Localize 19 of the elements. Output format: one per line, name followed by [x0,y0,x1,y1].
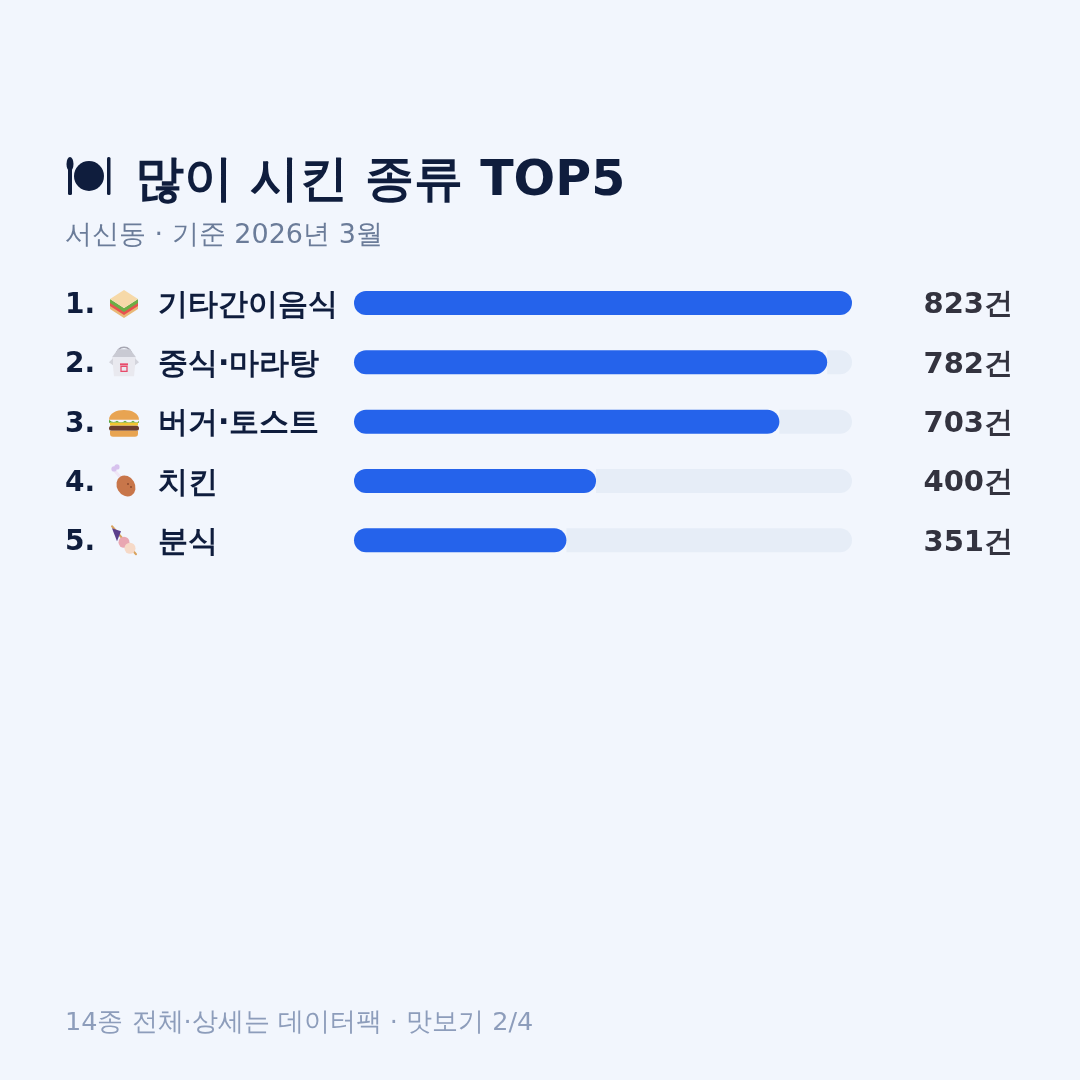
text: 1. [65,287,96,321]
data-label: 782건 [923,345,1013,380]
chart-title: 많이 시킨 종류 TOP5 [135,150,626,207]
text: 5. [65,524,96,558]
text: 3. [65,405,96,439]
y-tick-label: 치킨 [158,463,218,499]
bar [354,291,852,316]
text: 14종 전체·상세는 데이터팩 · 맛보기 2/4 [65,1006,534,1036]
data-label: 400건 [923,464,1013,499]
text: 4. [65,465,96,499]
text: 2. [65,346,96,380]
y-tick-label: 버거·토스트 [158,404,320,440]
y-tick-label: 중식·마라탕 [158,345,320,381]
y-tick-label: 기타간이음식 [158,285,338,321]
data-label: 823건 [923,286,1013,321]
chart-subtitle: 서신동 · 기준 2026년 3월 [65,218,383,249]
data-label: 351건 [923,523,1013,558]
y-tick-label: 분식 [158,523,218,559]
data-label: 703건 [923,405,1013,440]
